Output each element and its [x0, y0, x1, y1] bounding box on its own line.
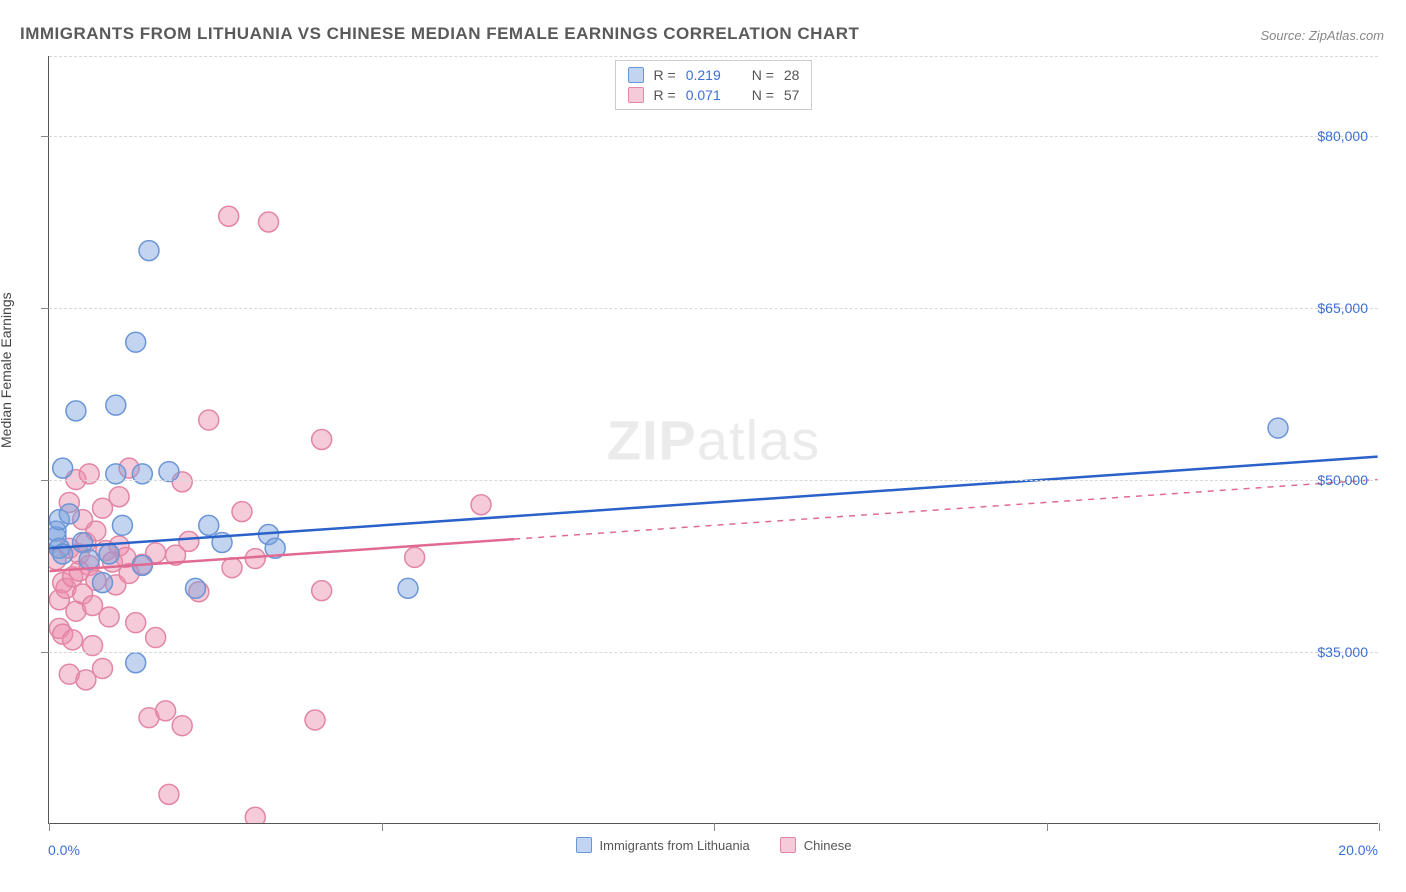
source-attribution: Source: ZipAtlas.com — [1260, 28, 1384, 43]
data-point-lithuania — [93, 573, 113, 593]
y-tick-label: $80,000 — [1317, 128, 1368, 144]
trendline-lithuania — [49, 457, 1377, 549]
y-tick — [41, 652, 49, 653]
y-tick-label: $35,000 — [1317, 644, 1368, 660]
chart-title: IMMIGRANTS FROM LITHUANIA VS CHINESE MED… — [20, 24, 859, 44]
data-point-chinese — [245, 807, 265, 823]
data-point-lithuania — [398, 578, 418, 598]
y-tick-label: $65,000 — [1317, 300, 1368, 316]
legend-series: Immigrants from Lithuania Chinese — [576, 837, 852, 853]
gridline — [49, 56, 1378, 57]
data-point-chinese — [93, 658, 113, 678]
x-tick — [1047, 823, 1048, 831]
y-tick-label: $50,000 — [1317, 472, 1368, 488]
data-point-chinese — [159, 784, 179, 804]
data-point-chinese — [312, 581, 332, 601]
y-tick — [41, 136, 49, 137]
data-point-chinese — [222, 558, 242, 578]
data-point-lithuania — [126, 332, 146, 352]
data-point-chinese — [63, 630, 83, 650]
y-tick — [41, 480, 49, 481]
y-axis-label: Median Female Earnings — [0, 292, 14, 448]
data-point-chinese — [179, 531, 199, 551]
legend-item-chinese: Chinese — [780, 837, 852, 853]
swatch-chinese-icon — [780, 837, 796, 853]
x-tick — [714, 823, 715, 831]
data-point-lithuania — [199, 515, 219, 535]
data-point-chinese — [405, 547, 425, 567]
data-point-lithuania — [1268, 418, 1288, 438]
data-point-lithuania — [53, 458, 73, 478]
data-point-chinese — [199, 410, 219, 430]
gridline — [49, 308, 1378, 309]
data-point-chinese — [146, 628, 166, 648]
data-point-chinese — [305, 710, 325, 730]
plot-area: ZIPatlas R = 0.219 N = 28 R = 0.071 N = … — [48, 56, 1378, 824]
data-point-lithuania — [106, 395, 126, 415]
data-point-chinese — [219, 206, 239, 226]
x-tick — [1379, 823, 1380, 831]
data-point-chinese — [99, 607, 119, 627]
data-point-chinese — [172, 716, 192, 736]
y-tick — [41, 308, 49, 309]
gridline — [49, 652, 1378, 653]
data-point-lithuania — [112, 515, 132, 535]
data-point-chinese — [156, 701, 176, 721]
scatter-svg — [49, 56, 1378, 823]
data-point-lithuania — [66, 401, 86, 421]
data-point-lithuania — [99, 544, 119, 564]
data-point-lithuania — [59, 504, 79, 524]
x-tick — [382, 823, 383, 831]
x-axis-max-label: 20.0% — [1338, 842, 1378, 858]
gridline — [49, 480, 1378, 481]
data-point-lithuania — [139, 241, 159, 261]
legend-label-lithuania: Immigrants from Lithuania — [600, 838, 750, 853]
x-tick — [49, 823, 50, 831]
data-point-chinese — [471, 495, 491, 515]
data-point-chinese — [232, 502, 252, 522]
data-point-chinese — [312, 430, 332, 450]
swatch-lithuania-icon — [576, 837, 592, 853]
legend-label-chinese: Chinese — [804, 838, 852, 853]
x-axis-min-label: 0.0% — [48, 842, 80, 858]
data-point-lithuania — [159, 462, 179, 482]
trendline-extrapolated-chinese — [514, 480, 1377, 540]
data-point-chinese — [259, 212, 279, 232]
legend-item-lithuania: Immigrants from Lithuania — [576, 837, 750, 853]
data-point-chinese — [126, 613, 146, 633]
data-point-lithuania — [126, 653, 146, 673]
data-point-chinese — [109, 487, 129, 507]
data-point-lithuania — [185, 578, 205, 598]
gridline — [49, 136, 1378, 137]
